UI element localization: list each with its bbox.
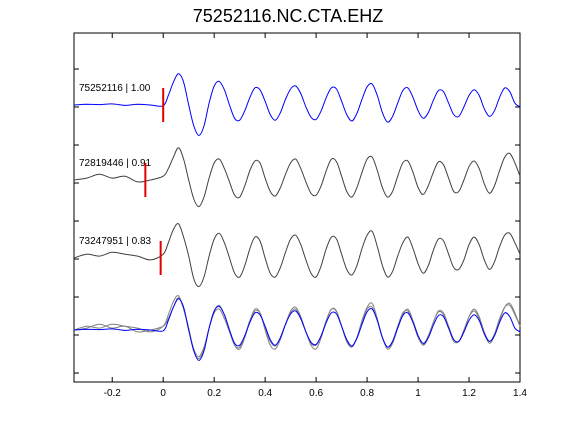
tick-marks	[74, 33, 521, 382]
trace-label-72819446: 72819446 | 0.91	[79, 158, 152, 169]
x-tick-label: 0.2	[207, 388, 221, 399]
plot-frame	[73, 32, 521, 383]
x-tick-label: -0.2	[104, 388, 122, 399]
trace-label-75252116: 75252116 | 1.00	[79, 83, 151, 94]
x-tick-label: 1	[415, 388, 421, 399]
trace-label-73247951: 73247951 | 0.83	[79, 236, 152, 247]
trace-73247951	[73, 223, 521, 288]
traces-layer	[73, 73, 521, 361]
x-tick-labels: -0.2 0 0.2 0.4 0.6 0.8 1 1.2 1.4	[104, 388, 528, 399]
pick-markers	[144, 88, 165, 275]
overlay-trace-75252116	[73, 298, 521, 361]
x-tick-label: 1.2	[462, 388, 476, 399]
x-tick-label: 0.4	[258, 388, 272, 399]
chart-title: 75252116.NC.CTA.EHZ	[192, 6, 384, 26]
overlay-trace-72819446	[73, 297, 521, 358]
trace-75252116	[73, 73, 521, 136]
x-tick-label: 1.4	[513, 388, 527, 399]
trace-72819446	[73, 147, 521, 208]
x-tick-label: 0	[160, 388, 166, 399]
x-tick-label: 0.8	[360, 388, 374, 399]
x-tick-label: 0.6	[309, 388, 323, 399]
trace-labels: 75252116 | 1.00 72819446 | 0.91 73247951 |…	[79, 83, 152, 247]
overlay-trace-73247951	[73, 295, 521, 360]
